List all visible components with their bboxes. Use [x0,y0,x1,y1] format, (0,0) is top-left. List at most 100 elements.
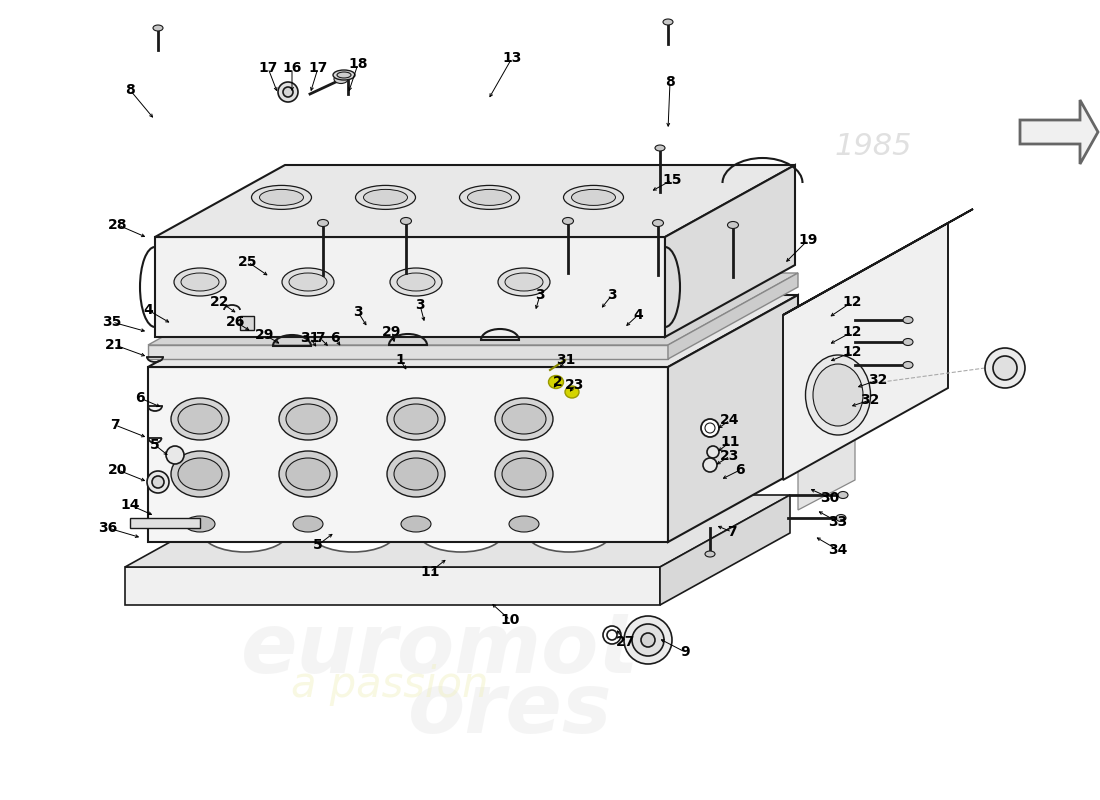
Circle shape [641,633,654,647]
Bar [240,316,254,330]
Ellipse shape [286,404,330,434]
Text: 8: 8 [666,75,675,89]
Text: 32: 32 [868,373,888,387]
Text: 29: 29 [383,325,402,339]
Ellipse shape [654,145,666,151]
Ellipse shape [903,362,913,369]
Ellipse shape [813,364,864,426]
Ellipse shape [805,355,870,435]
Text: 6: 6 [735,463,745,477]
Text: 5: 5 [150,438,160,452]
Text: 28: 28 [108,218,128,232]
Text: 24: 24 [720,413,739,427]
Text: 5: 5 [314,538,323,552]
Ellipse shape [402,516,431,532]
Ellipse shape [182,273,219,291]
Circle shape [607,630,617,640]
Ellipse shape [549,375,563,389]
Ellipse shape [727,222,738,229]
Ellipse shape [318,219,329,226]
Polygon shape [798,355,855,510]
Ellipse shape [903,338,913,346]
Ellipse shape [436,282,448,289]
Ellipse shape [387,451,446,497]
Text: 35: 35 [102,315,122,329]
Circle shape [283,87,293,97]
Ellipse shape [397,273,434,291]
Text: 9: 9 [680,645,690,659]
Text: 7: 7 [727,525,737,539]
Ellipse shape [836,514,846,522]
Text: 6: 6 [135,391,145,405]
Ellipse shape [279,398,337,440]
Text: 3: 3 [353,305,363,319]
Text: euromot: euromot [241,610,639,690]
Text: 3: 3 [607,288,617,302]
Text: 16: 16 [283,61,301,75]
Ellipse shape [502,404,546,434]
Ellipse shape [652,219,663,226]
Ellipse shape [565,386,579,398]
Polygon shape [660,495,790,605]
Circle shape [147,471,169,493]
Text: 17: 17 [308,61,328,75]
Ellipse shape [394,404,438,434]
Circle shape [707,446,719,458]
Ellipse shape [170,451,229,497]
Ellipse shape [505,273,543,291]
Circle shape [705,423,715,433]
Ellipse shape [286,458,330,490]
Polygon shape [155,237,666,337]
Circle shape [984,348,1025,388]
Ellipse shape [563,186,624,210]
Text: 6: 6 [330,331,340,345]
Polygon shape [666,165,795,337]
Polygon shape [125,495,790,567]
Text: 19: 19 [799,233,817,247]
Ellipse shape [495,451,553,497]
Text: 7: 7 [316,331,324,345]
Circle shape [603,626,622,644]
Text: 2: 2 [553,375,563,389]
Text: 17: 17 [258,61,277,75]
Text: 1: 1 [395,353,405,367]
Text: 1985: 1985 [835,132,913,161]
Polygon shape [148,273,798,345]
Polygon shape [148,345,668,359]
Ellipse shape [400,218,411,225]
Text: 26: 26 [227,315,245,329]
Circle shape [624,616,672,664]
Ellipse shape [624,282,636,289]
Text: 10: 10 [500,613,519,627]
Ellipse shape [394,458,438,490]
Text: 3: 3 [415,298,425,312]
Polygon shape [125,567,660,605]
Text: 11: 11 [420,565,440,579]
Ellipse shape [342,282,354,289]
Ellipse shape [289,273,327,291]
Text: 15: 15 [662,173,682,187]
Ellipse shape [178,404,222,434]
Polygon shape [130,518,200,528]
Ellipse shape [509,516,539,532]
Text: 4: 4 [634,308,642,322]
Ellipse shape [903,317,913,323]
Text: a passion: a passion [292,664,488,706]
Text: 18: 18 [349,57,367,71]
Text: ores: ores [408,670,613,750]
Polygon shape [668,273,797,359]
Ellipse shape [468,190,512,206]
Ellipse shape [201,510,289,552]
Ellipse shape [572,190,616,206]
Text: 23: 23 [720,449,739,463]
Text: 33: 33 [828,515,848,529]
Text: 32: 32 [860,393,880,407]
Polygon shape [1020,100,1098,164]
Circle shape [278,82,298,102]
Polygon shape [155,165,795,237]
Ellipse shape [174,268,226,296]
Text: 12: 12 [843,345,861,359]
Ellipse shape [390,268,442,296]
Ellipse shape [185,516,214,532]
Text: 21: 21 [106,338,124,352]
